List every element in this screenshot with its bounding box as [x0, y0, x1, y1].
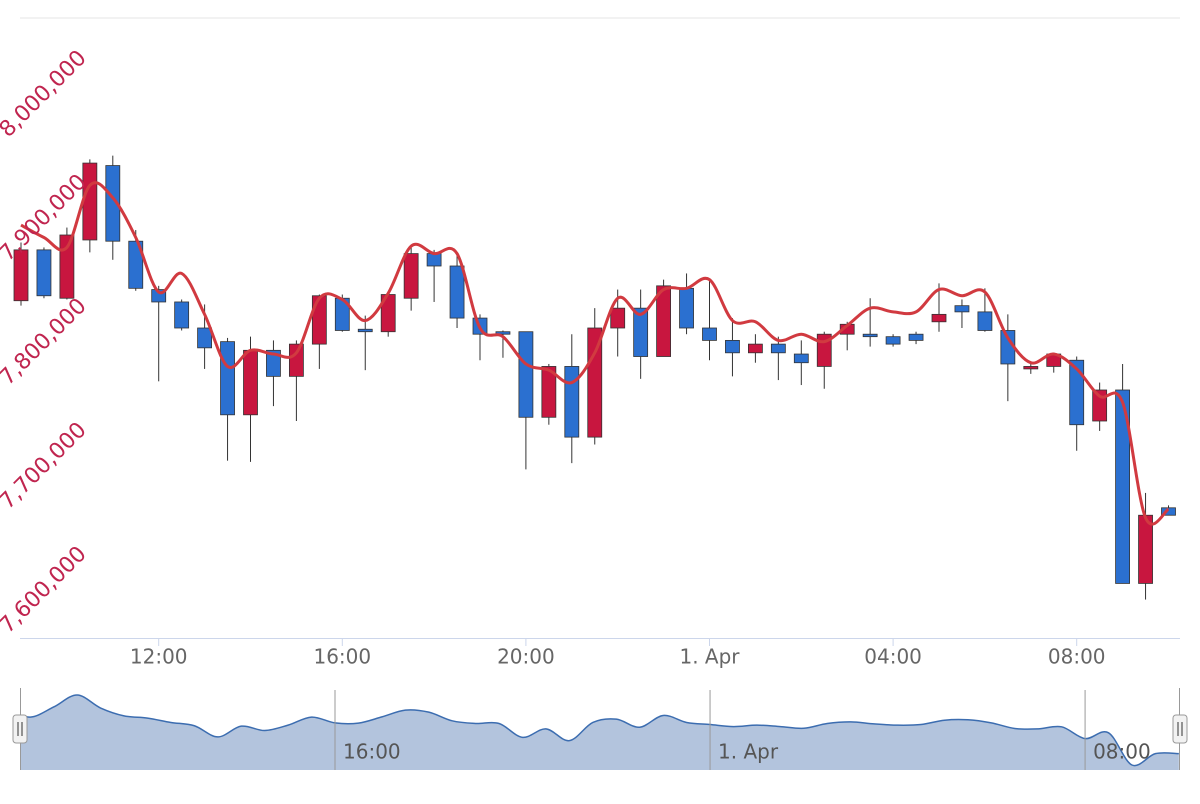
candle-body	[954, 305, 970, 313]
candle-body	[770, 343, 786, 354]
navigator-tick-label: 08:00	[1093, 740, 1151, 764]
candle-body	[610, 307, 626, 329]
candle-body	[495, 331, 511, 335]
candle-body	[13, 249, 29, 302]
candle-body	[977, 311, 993, 331]
candle-body	[679, 287, 694, 329]
candle-body	[725, 339, 740, 354]
candle-body	[128, 240, 144, 289]
candle-body	[449, 265, 465, 319]
candle-body	[357, 328, 373, 333]
x-tick-label: 08:00	[1048, 645, 1106, 669]
candle-body	[885, 336, 901, 345]
navigator-handle[interactable]	[1172, 714, 1188, 744]
navigator-area	[20, 694, 1179, 770]
candle-body	[931, 313, 947, 323]
handle-box[interactable]	[12, 714, 28, 744]
candle-body	[748, 343, 763, 354]
x-tick-label: 16:00	[313, 645, 371, 669]
candle-body	[174, 301, 190, 329]
x-tick-label: 12:00	[130, 645, 188, 669]
x-tick-label: 20:00	[497, 645, 555, 669]
candle-body	[541, 366, 557, 418]
candle-body	[82, 162, 98, 241]
candle-body	[1161, 507, 1176, 516]
candle-body	[220, 341, 235, 416]
y-tick-label: 8,000,000	[0, 46, 92, 143]
candle-body	[1023, 366, 1039, 370]
candle-body	[1138, 514, 1153, 584]
candle-body	[243, 349, 258, 416]
candle-body	[862, 333, 878, 338]
navigator-handle[interactable]	[12, 714, 28, 744]
candle-body	[564, 366, 580, 438]
navigator-line	[20, 694, 1179, 767]
candle-body	[702, 327, 717, 341]
candle-body	[656, 285, 671, 357]
candle-body	[36, 249, 52, 297]
candle-body	[426, 253, 442, 267]
candle-body	[105, 165, 121, 242]
overlay-line	[20, 181, 1170, 526]
candle-body	[633, 307, 649, 357]
candle-body	[311, 295, 327, 345]
x-tick-label: 04:00	[864, 645, 922, 669]
x-tick-label: 1. Apr	[679, 645, 740, 669]
y-tick-label: 7,800,000	[0, 294, 92, 391]
y-tick-label: 7,700,000	[0, 418, 92, 515]
candle-body	[518, 331, 534, 418]
candle-body	[59, 234, 75, 299]
candle-body	[1069, 359, 1085, 426]
y-tick-label: 7,600,000	[0, 542, 92, 639]
handle-box[interactable]	[1172, 714, 1188, 744]
candle-body	[793, 353, 809, 364]
candle-body	[587, 327, 603, 438]
candle-body	[908, 333, 924, 341]
candle-body	[266, 349, 281, 377]
navigator-tick-label: 1. Apr	[718, 740, 779, 764]
navigator-tick-label: 16:00	[343, 740, 401, 764]
candle-body	[403, 253, 419, 299]
candle-body	[288, 343, 304, 377]
candle-body	[1115, 389, 1130, 584]
candle-body	[197, 327, 213, 349]
